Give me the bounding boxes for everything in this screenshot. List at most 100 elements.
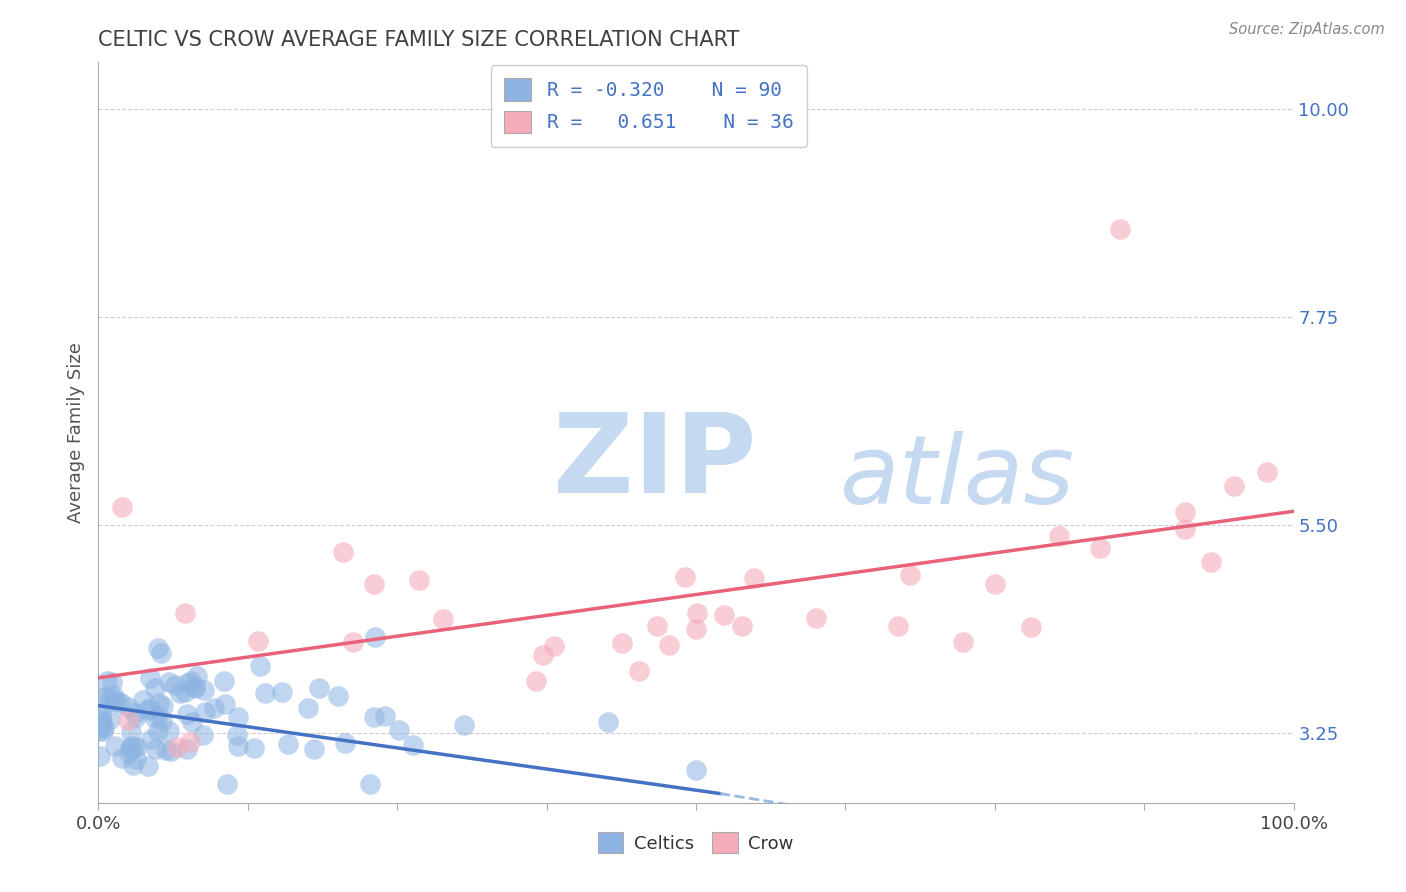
Point (176, 675, 198, 690)
Point (1109, 222, 1132, 236)
Point (742, 571, 765, 585)
Point (270, 685, 292, 699)
Point (1256, 465, 1278, 479)
Point (148, 696, 170, 710)
Point (246, 634, 269, 648)
Point (388, 723, 411, 737)
Point (120, 741, 142, 756)
Point (1223, 479, 1246, 493)
Point (124, 706, 146, 720)
Point (127, 739, 149, 754)
Point (225, 728, 247, 742)
Point (148, 641, 170, 656)
Point (363, 577, 385, 591)
Point (132, 693, 155, 707)
Point (453, 718, 475, 732)
Point (111, 500, 134, 514)
Point (176, 741, 198, 756)
Point (89, 690, 111, 704)
Point (249, 659, 271, 673)
Point (89, 749, 111, 764)
Legend: Celtics, Crow: Celtics, Crow (591, 825, 801, 861)
Point (543, 639, 565, 653)
Point (93, 722, 115, 736)
Point (117, 713, 139, 727)
Point (401, 739, 423, 753)
Point (96, 673, 118, 688)
Point (124, 710, 146, 724)
Text: CELTIC VS CROW AVERAGE FAMILY SIZE CORRELATION CHART: CELTIC VS CROW AVERAGE FAMILY SIZE CORRE… (98, 29, 740, 50)
Point (101, 688, 124, 702)
Point (160, 744, 183, 758)
Point (685, 622, 707, 636)
Point (432, 612, 454, 626)
Point (150, 714, 173, 729)
Point (122, 739, 145, 754)
Point (157, 724, 180, 739)
Point (90, 719, 112, 733)
Point (101, 675, 124, 690)
Point (673, 570, 696, 584)
Point (1019, 620, 1042, 634)
Point (118, 746, 141, 760)
Point (104, 739, 127, 754)
Point (90, 706, 112, 721)
Point (173, 685, 195, 699)
Point (121, 758, 143, 772)
Point (139, 671, 162, 685)
Point (141, 731, 163, 746)
Y-axis label: Average Family Size: Average Family Size (66, 343, 84, 523)
Point (647, 619, 669, 633)
Point (110, 696, 132, 710)
Point (180, 674, 202, 689)
Point (685, 764, 707, 778)
Point (297, 700, 319, 714)
Point (686, 606, 709, 620)
Point (226, 710, 249, 724)
Point (952, 635, 974, 649)
Point (363, 709, 385, 723)
Point (136, 759, 159, 773)
Point (155, 743, 177, 757)
Point (98, 694, 121, 708)
Point (364, 630, 387, 644)
Point (191, 728, 214, 742)
Point (139, 701, 162, 715)
Point (194, 705, 217, 719)
Point (181, 715, 204, 730)
Point (217, 777, 239, 791)
Point (184, 681, 207, 696)
Point (169, 686, 191, 700)
Point (166, 740, 188, 755)
Point (342, 635, 364, 649)
Point (152, 699, 174, 714)
Point (596, 714, 619, 729)
Point (111, 750, 134, 764)
Point (120, 739, 142, 753)
Point (328, 689, 350, 703)
Point (887, 618, 910, 632)
Point (165, 678, 187, 692)
Point (90, 711, 112, 725)
Point (335, 736, 357, 750)
Point (90, 714, 112, 728)
Point (136, 703, 159, 717)
Point (1174, 522, 1197, 536)
Point (149, 647, 172, 661)
Point (1088, 541, 1111, 556)
Point (87, 724, 110, 739)
Point (103, 693, 125, 707)
Point (125, 752, 148, 766)
Point (94, 690, 117, 705)
Point (612, 635, 634, 649)
Text: ZIP: ZIP (553, 409, 756, 516)
Point (146, 708, 169, 723)
Point (214, 697, 236, 711)
Point (332, 545, 354, 559)
Point (1047, 529, 1070, 543)
Point (117, 699, 139, 714)
Point (359, 777, 381, 791)
Point (186, 669, 208, 683)
Point (984, 576, 1007, 591)
Point (173, 606, 195, 620)
